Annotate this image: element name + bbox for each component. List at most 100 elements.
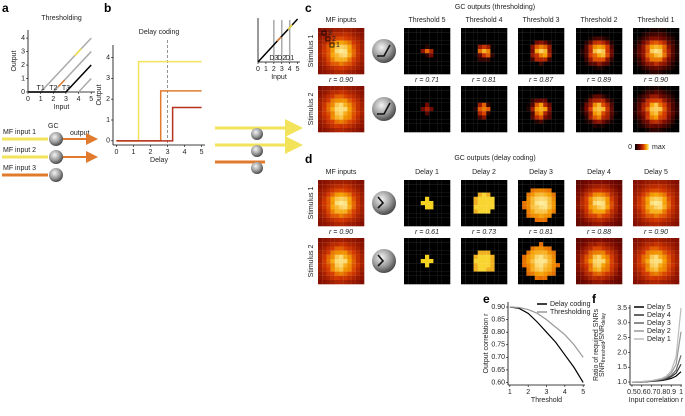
heatmap-cell <box>477 107 483 112</box>
heatmap-cell <box>441 242 447 247</box>
heatmap-cell <box>597 98 602 103</box>
heatmap-cell <box>555 36 561 41</box>
heatmap-cell <box>592 49 598 54</box>
heatmap-cell <box>555 196 561 202</box>
heatmap-cell <box>654 217 659 223</box>
heatmap-cell <box>555 61 561 66</box>
y-tick-label: 3 <box>21 48 25 55</box>
heatmap-cell <box>404 53 409 58</box>
heatmap-cell <box>343 49 348 54</box>
heatmap-cell <box>326 259 331 264</box>
heatmap-cell <box>658 86 663 91</box>
heatmap-cell <box>420 192 426 197</box>
heatmap-cell <box>641 128 646 133</box>
heatmap-cell <box>555 222 561 227</box>
heatmap-cell <box>605 188 610 193</box>
heatmap-cell <box>416 205 421 210</box>
heatmap-cell <box>662 70 667 75</box>
heatmap-cell <box>461 107 466 112</box>
heatmap-cell <box>322 196 327 202</box>
heatmap-cell <box>645 271 650 276</box>
heatmap-cell <box>522 259 527 264</box>
heatmap-cell <box>522 180 527 185</box>
heatmap-cell <box>658 115 663 120</box>
heatmap-cell <box>441 53 447 58</box>
heatmap-cell <box>486 111 491 116</box>
heatmap-cell <box>429 275 434 281</box>
heatmap-cell <box>404 123 409 129</box>
heatmap-cell <box>482 94 487 99</box>
heatmap-cell <box>518 94 523 99</box>
heatmap-cell <box>339 40 344 45</box>
heatmap-cell <box>473 123 478 129</box>
heatmap-cell <box>649 271 655 276</box>
heatmap-cell <box>425 115 430 120</box>
heatmap-cell <box>446 267 451 272</box>
heatmap-cell <box>490 119 495 124</box>
heatmap-cell <box>662 86 667 91</box>
heatmap-cell <box>446 192 451 197</box>
heatmap-cell <box>547 53 552 58</box>
heatmap-cell <box>477 102 483 108</box>
heatmap-cell <box>351 238 356 243</box>
heatmap-cell <box>618 86 623 91</box>
heatmap-cell <box>477 263 483 268</box>
heatmap-cell <box>473 242 478 247</box>
heatmap-cell <box>477 184 483 189</box>
heatmap-cell <box>318 242 323 247</box>
heatmap-cell <box>584 98 589 103</box>
heatmap-cell <box>429 259 434 264</box>
heatmap-cell <box>412 98 417 103</box>
heatmap-cell <box>592 213 598 218</box>
heatmap-cell <box>588 201 593 206</box>
heatmap-cell <box>666 280 671 285</box>
heatmap-cell <box>408 107 413 112</box>
heatmap-cell <box>482 36 487 41</box>
heatmap-cell <box>360 201 365 206</box>
heatmap-cell <box>534 275 540 281</box>
heatmap-cell <box>322 250 327 255</box>
heatmap-cell <box>477 44 483 50</box>
heatmap-cell <box>649 32 655 37</box>
heatmap-cell <box>420 254 426 260</box>
heatmap-cell <box>633 119 638 124</box>
heatmap-cell <box>637 90 642 95</box>
heatmap-cell <box>473 246 478 251</box>
heatmap-cell <box>530 40 535 45</box>
heatmap-cell <box>584 32 589 37</box>
heatmap-cell <box>601 65 606 71</box>
heatmap-cell <box>649 28 655 33</box>
heatmap-cell <box>618 263 623 268</box>
heatmap-cell <box>518 119 523 124</box>
heatmap-cell <box>522 44 527 50</box>
x-tick-label: 1 <box>508 389 512 396</box>
heatmap-cell <box>482 254 487 260</box>
heatmap-cell <box>347 196 352 202</box>
gc-cell <box>49 150 63 164</box>
heatmap-cell <box>654 94 659 99</box>
heatmap-cell <box>597 61 602 66</box>
heatmap-cell <box>412 123 417 129</box>
heatmap-cell <box>318 65 323 71</box>
heatmap-cell <box>420 205 426 210</box>
heatmap-cell <box>666 115 671 120</box>
heatmap-cell <box>339 246 344 251</box>
heatmap-cell <box>522 98 527 103</box>
heatmap-cell <box>343 246 348 251</box>
heatmap-cell <box>343 90 348 95</box>
heatmap-cell <box>412 32 417 37</box>
heatmap-cell <box>490 107 495 112</box>
heatmap-cell <box>494 280 499 285</box>
heatmap-cell <box>605 123 610 129</box>
y-tick-label: 4 <box>106 54 110 61</box>
heatmap-cell <box>641 102 646 108</box>
heatmap-cell <box>433 246 438 251</box>
heatmap-cell <box>675 94 680 99</box>
heatmap-cell <box>670 242 676 247</box>
heatmap-cell <box>530 192 535 197</box>
heatmap-cell <box>465 107 470 112</box>
heatmap-cell <box>465 102 470 108</box>
heatmap-cell <box>412 90 417 95</box>
heatmap-cell <box>339 32 344 37</box>
